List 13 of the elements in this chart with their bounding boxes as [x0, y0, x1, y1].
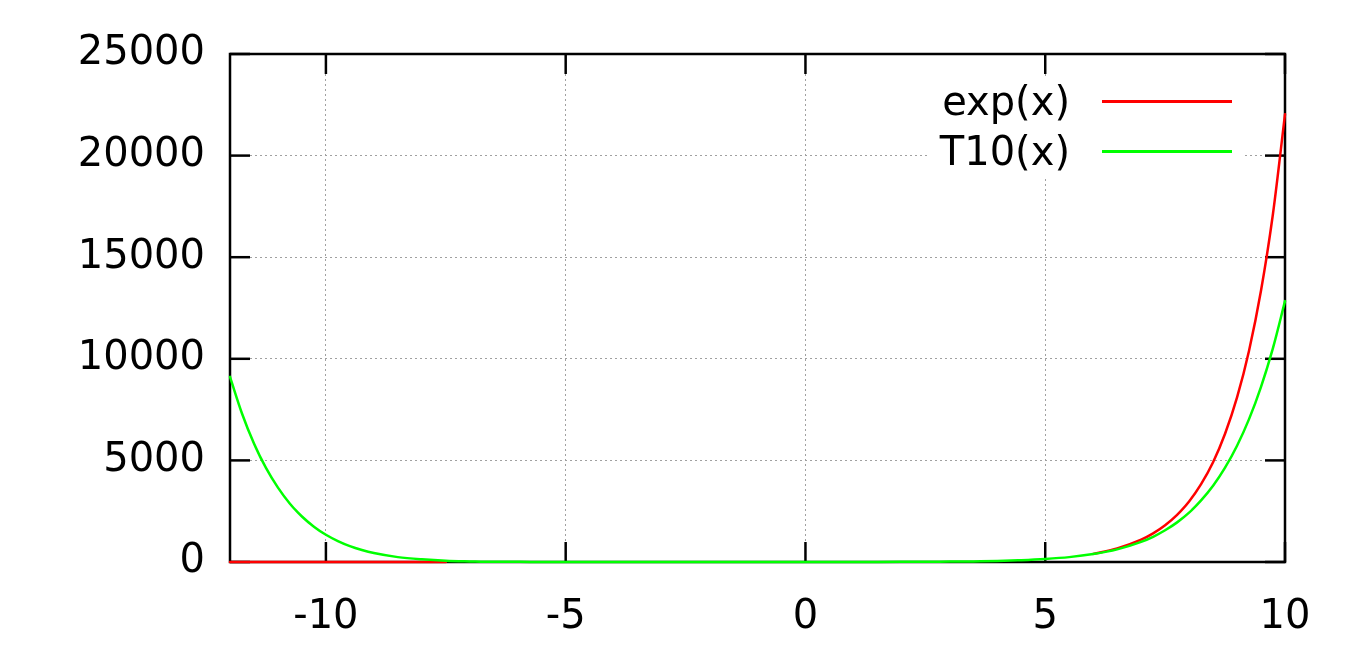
x-tick-label: 5	[1032, 591, 1058, 638]
legend-label: T10(x)	[939, 127, 1070, 176]
x-tick-label: 0	[792, 591, 819, 638]
x-tick-label: -5	[545, 591, 586, 638]
y-tick-label: 25000	[77, 27, 205, 74]
y-tick-label: 10000	[77, 332, 205, 379]
y-tick-label: 15000	[77, 230, 205, 277]
legend-label: exp(x)	[942, 77, 1070, 126]
y-tick-label: 5000	[103, 433, 205, 480]
y-tick-label: 0	[179, 535, 205, 582]
y-tick-label: 20000	[77, 128, 205, 175]
x-tick-label: 10	[1259, 591, 1311, 638]
x-tick-label: -10	[293, 591, 359, 638]
